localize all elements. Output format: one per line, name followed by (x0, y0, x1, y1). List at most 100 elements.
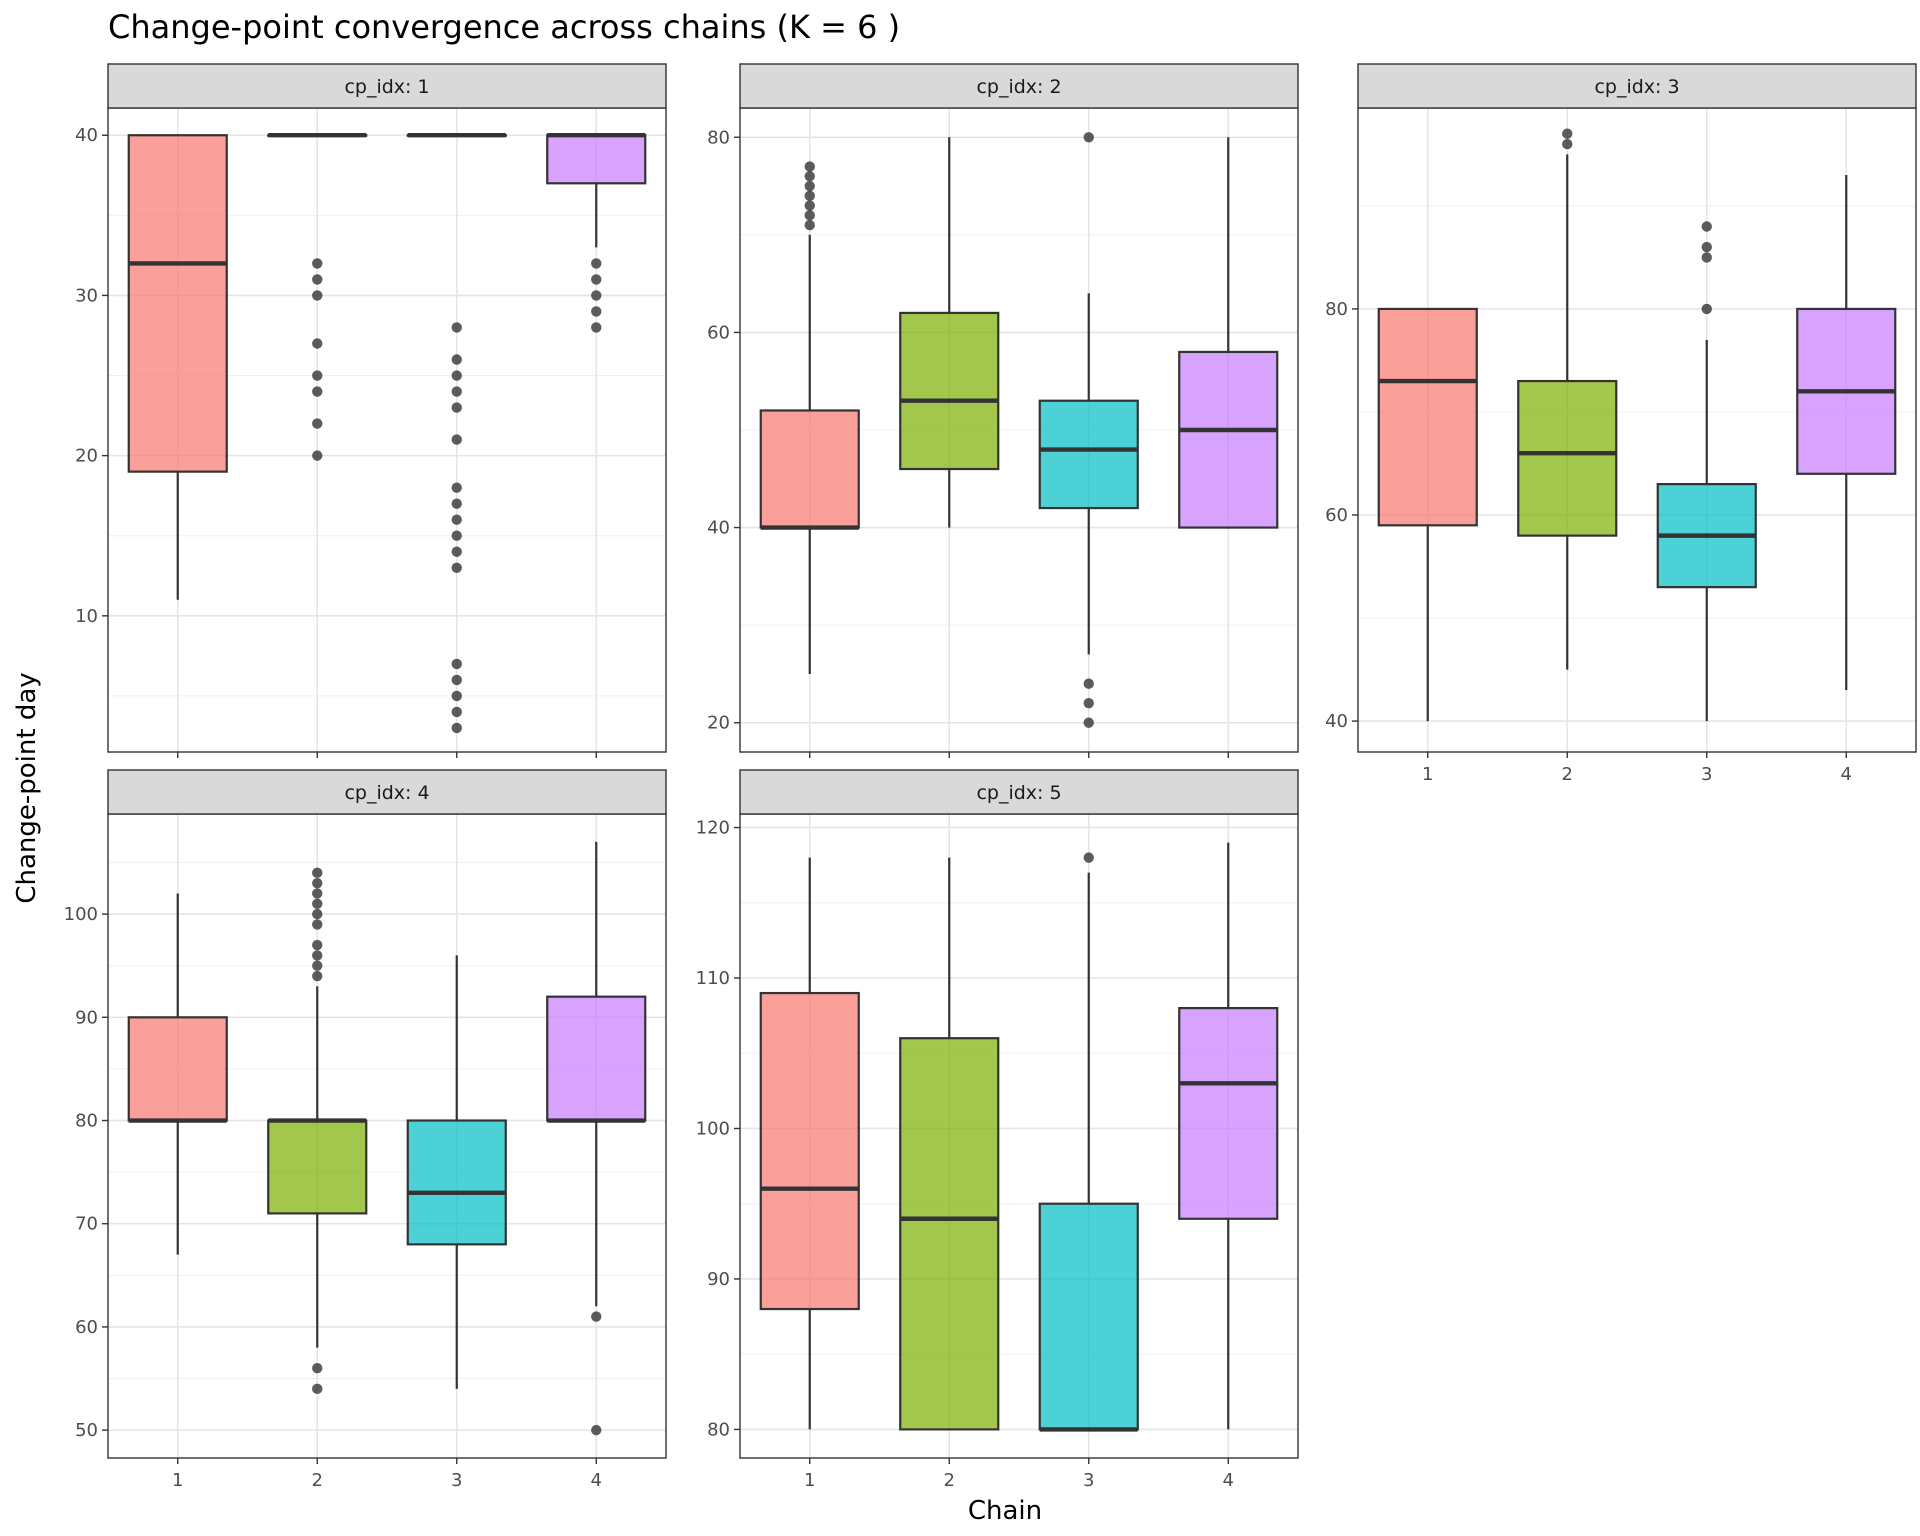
y-tick-label: 20 (75, 446, 98, 467)
outlier-point (804, 200, 815, 211)
y-tick-label: 10 (75, 606, 98, 627)
x-tick-label: 1 (804, 1470, 815, 1491)
outlier-point (591, 322, 602, 333)
x-axis-title: Chain (967, 1496, 1043, 1526)
outlier-point (1701, 221, 1712, 232)
outlier-point (312, 867, 323, 879)
facet-strip (107, 769, 667, 815)
y-axis-title: Change-point day (12, 672, 42, 904)
outlier-point (312, 970, 323, 982)
box-chain-2 (1517, 128, 1618, 670)
y-tick-label: 60 (1325, 505, 1348, 526)
outlier-point (804, 210, 815, 221)
box-chain-2 (267, 133, 368, 461)
outlier-point (451, 674, 462, 686)
facet-strip-label: cp_idx: 4 (344, 782, 429, 804)
box-chain-3 (406, 955, 507, 1389)
box-iqr (899, 311, 1000, 471)
outlier-point (451, 546, 462, 557)
outlier-point (312, 877, 323, 889)
facet-panel-3: cp_idx: 3 40 60 80 1 2 3 4 (1325, 63, 1917, 785)
facet-strip-label: cp_idx: 2 (976, 76, 1061, 98)
chart-title: Change-point convergence across chains (… (108, 8, 901, 46)
facet-strip (739, 769, 1299, 815)
outlier-point (1083, 132, 1094, 143)
box-iqr (1038, 399, 1139, 510)
outlier-point (312, 450, 323, 461)
outlier-point (591, 306, 602, 317)
outlier-point (451, 354, 462, 365)
outlier-point (451, 562, 462, 573)
box-iqr (406, 1119, 507, 1246)
x-tick-label: 3 (1083, 1470, 1094, 1491)
box-chain-3 (1038, 852, 1139, 1432)
x-tick-label: 1 (172, 1470, 183, 1491)
box-iqr (267, 1119, 368, 1215)
outlier-point (451, 434, 462, 445)
box-chain-4 (546, 133, 647, 333)
outlier-point (312, 908, 323, 920)
y-tick-label: 20 (707, 713, 730, 734)
y-tick-label: 60 (75, 1317, 98, 1338)
outlier-point (804, 161, 815, 172)
y-tick-label: 60 (707, 322, 730, 343)
y-tick-label: 110 (696, 968, 730, 989)
facet-strip-label: cp_idx: 5 (976, 782, 1061, 804)
box-iqr (546, 995, 647, 1122)
outlier-point (591, 1311, 602, 1322)
y-tick-label: 40 (1325, 711, 1348, 732)
outlier-point (804, 171, 815, 182)
y-tick-label: 80 (75, 1111, 98, 1132)
outlier-point (312, 898, 323, 909)
box-chain-1 (127, 134, 228, 600)
x-tick-label: 1 (1422, 764, 1433, 785)
facet-strip (1357, 63, 1917, 109)
x-tick-label: 4 (1841, 764, 1852, 785)
box-iqr (899, 1037, 1000, 1431)
box-iqr (1377, 307, 1478, 527)
y-tick-label: 50 (75, 1420, 98, 1441)
box-iqr (1178, 350, 1279, 529)
outlier-point (804, 190, 815, 202)
box-chain-1 (1377, 307, 1478, 722)
box-iqr (1038, 1202, 1139, 1431)
box-iqr (759, 409, 860, 529)
outlier-point (451, 706, 462, 718)
box-chain-1 (127, 893, 228, 1255)
box-chain-1 (759, 161, 860, 674)
outlier-point (312, 274, 323, 285)
outlier-point (451, 482, 462, 493)
outlier-point (451, 514, 462, 525)
box-chain-2 (267, 867, 368, 1395)
box-iqr (127, 1016, 228, 1122)
y-tick-label: 40 (75, 125, 98, 146)
y-tick-label: 120 (696, 818, 730, 839)
box-chain-2 (899, 857, 1000, 1431)
box-iqr (1517, 379, 1618, 537)
outlier-point (312, 418, 323, 429)
outlier-point (591, 274, 602, 285)
box-iqr (759, 991, 860, 1311)
outlier-point (312, 939, 323, 951)
outlier-point (1701, 303, 1712, 315)
y-tick-label: 80 (707, 1419, 730, 1440)
box-iqr (546, 134, 647, 185)
x-tick-label: 3 (451, 1470, 462, 1491)
facet-strip (107, 63, 667, 109)
outlier-point (591, 290, 602, 301)
outlier-point (1562, 128, 1573, 139)
outlier-point (312, 290, 323, 301)
outlier-point (451, 658, 462, 670)
outlier-point (312, 258, 323, 269)
outlier-point (1701, 252, 1712, 263)
outlier-point (451, 498, 462, 509)
x-tick-label: 4 (591, 1470, 602, 1491)
outlier-point (451, 690, 462, 702)
outlier-point (312, 888, 323, 899)
x-tick-label: 2 (1562, 764, 1573, 785)
outlier-point (1083, 698, 1094, 709)
panel-background (108, 814, 666, 1458)
box-chain-3 (1656, 221, 1757, 722)
outlier-point (1083, 717, 1094, 728)
outlier-point (1701, 241, 1712, 253)
